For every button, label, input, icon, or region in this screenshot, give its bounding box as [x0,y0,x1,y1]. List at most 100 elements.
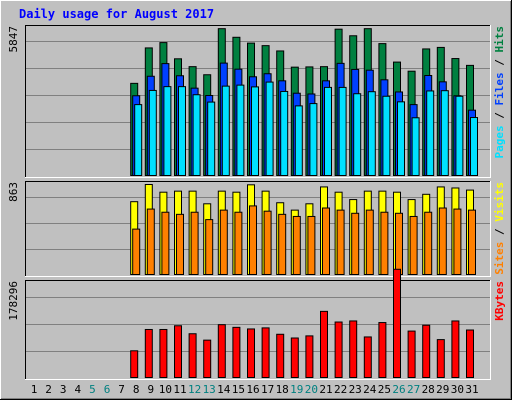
day-label-21: 21 [319,383,332,396]
bar-sites-day-29 [438,207,447,275]
bar-sites-day-14 [219,209,228,276]
day-label-26: 26 [392,383,405,396]
bar-pages-day-26 [397,101,405,176]
chart-title: Daily usage for August 2017 [19,7,214,21]
bar-sites-day-8 [132,228,141,276]
legend-entry: Files [493,72,506,105]
day-label-18: 18 [276,383,289,396]
bar-sites-day-10 [161,211,170,275]
bar-pages-day-13 [207,101,216,176]
bar-pages-day-12 [192,94,201,176]
day-label-25: 25 [378,383,391,396]
day-label-22: 22 [334,383,347,396]
bar-kbytes-day-9 [144,328,153,378]
bar-pages-day-11 [178,86,186,176]
bar-pages-day-30 [455,95,464,176]
bar-sites-day-31 [468,209,476,276]
bar-sites-day-15 [234,211,243,275]
bar-kbytes-day-15 [232,326,241,378]
bar-kbytes-day-8 [130,350,139,379]
plot-area [25,181,491,277]
bar-kbytes-day-10 [159,328,168,378]
day-label-10: 10 [159,383,172,396]
day-label-2: 2 [45,383,52,396]
bar-kbytes-day-18 [276,333,285,378]
bar-kbytes-day-29 [436,339,445,378]
bar-pages-day-21 [324,86,332,176]
bar-pages-day-28 [426,90,435,176]
bar-sites-day-21 [322,207,330,275]
bar-kbytes-day-14 [217,324,226,378]
max-label: 5847 [7,26,20,53]
legend-entry: Sites [493,242,506,275]
day-label-4: 4 [74,383,81,396]
day-label-6: 6 [104,383,111,396]
legend-separator: / [493,222,506,242]
bar-pages-day-20 [309,103,318,176]
bar-sites-day-12 [190,211,199,275]
day-label-3: 3 [60,383,67,396]
day-label-24: 24 [363,383,377,396]
day-label-12: 12 [188,383,201,396]
bar-sites-day-13 [205,219,214,275]
day-label-8: 8 [133,383,140,396]
legend-separator: / [493,53,506,73]
bar-kbytes-day-24 [363,336,372,379]
bar-pages-day-17 [265,81,274,176]
bar-sites-day-20 [307,215,316,276]
bar-pages-day-16 [251,86,259,176]
legend: KBytes [493,281,506,321]
bar-kbytes-day-25 [378,322,387,379]
legend: Sites / Visits [493,182,506,275]
bar-pages-day-9 [148,89,157,176]
bar-kbytes-day-13 [203,339,212,379]
bar-pages-day-31 [470,117,478,176]
bar-pages-day-22 [338,86,347,176]
day-label-9: 9 [147,383,154,396]
bar-sites-day-9 [146,208,155,275]
panel-1: 5847 Pages / Files / Hits [7,25,506,178]
bar-pages-day-14 [221,85,230,176]
bar-pages-day-8 [134,104,143,176]
bar-pages-day-15 [236,84,245,176]
legend-entry: Hits [493,26,506,53]
bar-sites-day-22 [336,209,345,276]
bar-kbytes-day-22 [334,321,343,378]
bar-kbytes-day-26 [393,268,401,378]
bar-sites-day-27 [409,215,418,276]
bar-pages-day-19 [294,105,303,176]
day-label-13: 13 [203,383,216,396]
bar-sites-day-25 [380,211,389,275]
bar-kbytes-day-19 [290,337,299,379]
bar-sites-day-17 [263,210,272,276]
bar-sites-day-18 [278,213,287,275]
day-label-11: 11 [173,383,186,396]
day-label-16: 16 [246,383,259,396]
bar-pages-day-24 [367,91,376,176]
bar-kbytes-day-21 [320,310,328,378]
plot-area [25,280,491,380]
bar-sites-day-24 [365,209,374,276]
max-label: 863 [7,182,20,202]
bar-pages-day-27 [411,117,420,177]
day-label-27: 27 [407,383,420,396]
day-label-23: 23 [349,383,362,396]
legend-separator: / [493,106,506,126]
bar-sites-day-11 [176,213,184,275]
bar-kbytes-day-31 [466,329,474,378]
day-label-30: 30 [451,383,464,396]
legend-entry: Pages [493,125,506,158]
day-label-14: 14 [217,383,231,396]
bar-sites-day-28 [424,211,433,275]
bar-kbytes-day-30 [451,320,460,378]
day-label-29: 29 [436,383,449,396]
day-label-5: 5 [89,383,96,396]
day-label-1: 1 [31,383,38,396]
bar-pages-day-25 [382,95,391,176]
bar-sites-day-19 [292,215,301,276]
bar-pages-day-23 [353,93,362,176]
legend: Pages / Files / Hits [493,26,506,159]
bar-sites-day-30 [453,208,462,275]
bar-pages-day-18 [280,90,289,176]
